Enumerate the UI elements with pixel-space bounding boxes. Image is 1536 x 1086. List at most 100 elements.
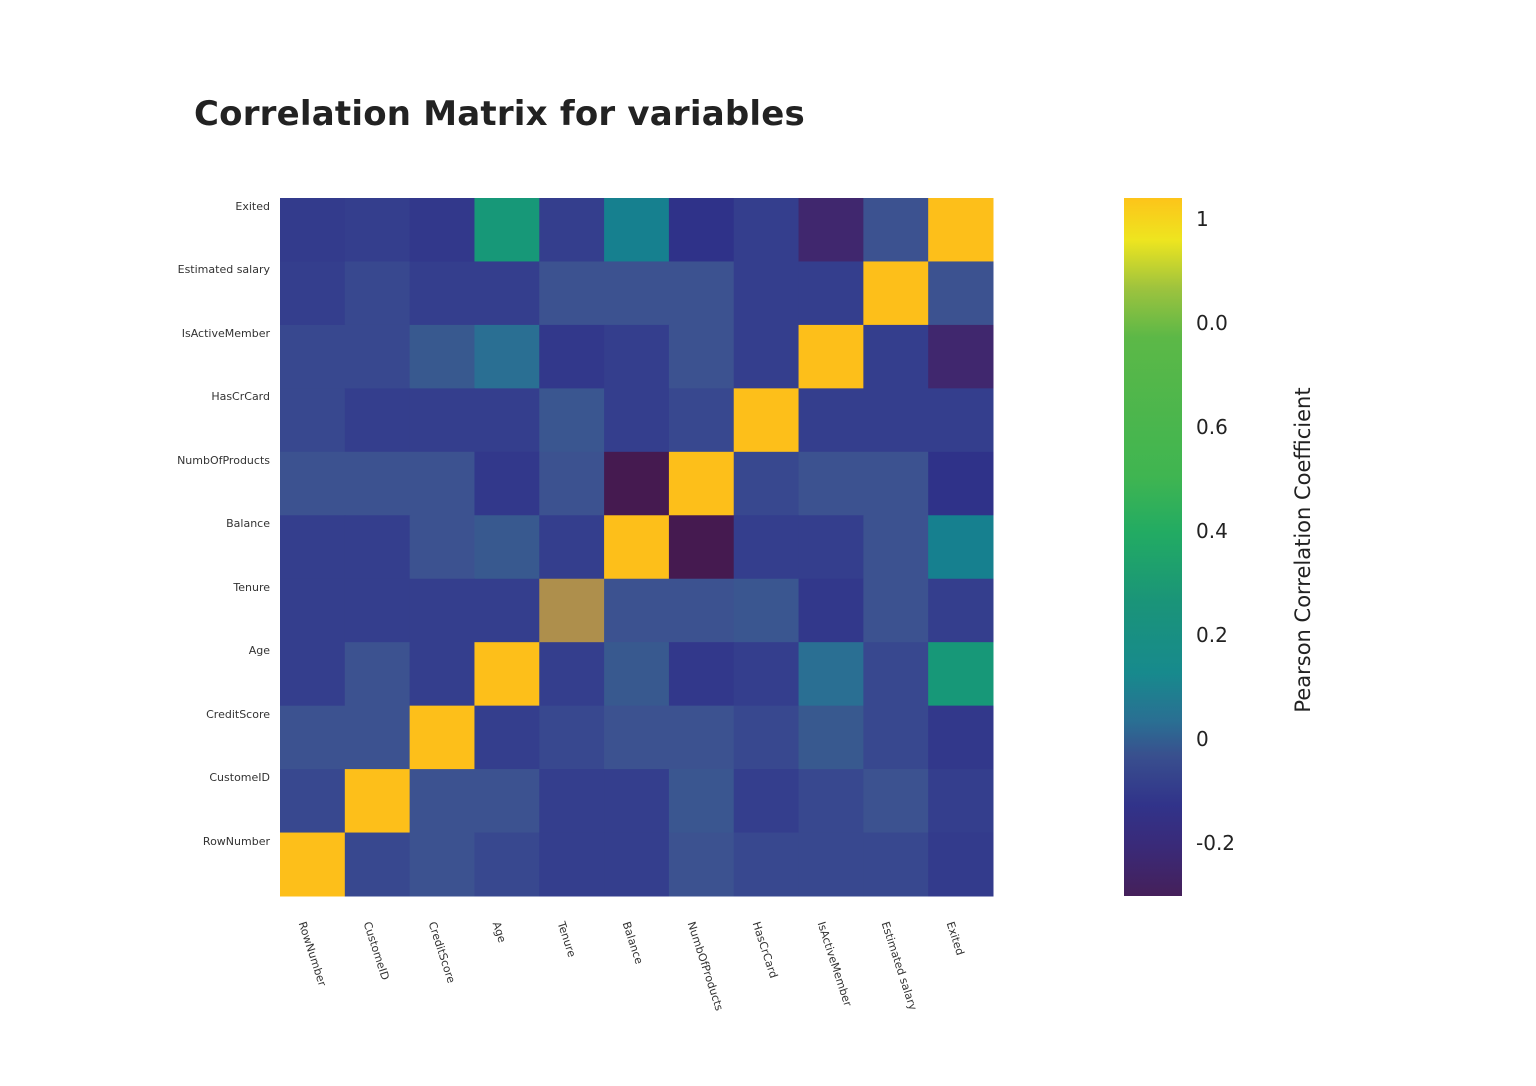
heatmap-cell [280, 642, 346, 707]
row-label: Exited [235, 200, 270, 213]
heatmap-cell [863, 198, 929, 262]
heatmap-cell [474, 324, 540, 389]
row-label: CreditScore [206, 707, 270, 721]
heatmap-cell [668, 261, 735, 326]
colorbar-tick-label: 0 [1196, 727, 1209, 751]
heatmap-cell [733, 642, 800, 707]
heatmap-cell [409, 705, 475, 770]
heatmap-cell [344, 261, 411, 326]
heatmap-cell [539, 515, 605, 580]
heatmap-cell [733, 578, 800, 643]
row-label: RowNumber [202, 834, 270, 848]
colorbar-tick-label: 1 [1196, 207, 1209, 231]
heatmap-cell [668, 832, 735, 897]
row-label: CustomeID [209, 771, 270, 785]
heatmap-cell [863, 705, 929, 770]
heatmap-cell [344, 198, 411, 262]
heatmap-cell [344, 642, 411, 707]
heatmap-cell [280, 388, 346, 453]
heatmap-cell [863, 769, 929, 834]
heatmap-cell [409, 642, 475, 707]
heatmap-cell [539, 642, 605, 707]
heatmap-cell [280, 832, 346, 897]
chart-title: Correlation Matrix for variables [194, 94, 805, 134]
colorbar [1124, 198, 1182, 896]
heatmap-cell [733, 324, 800, 389]
heatmap-cell [863, 388, 929, 453]
heatmap-cell [668, 705, 735, 770]
heatmap-cell [928, 705, 994, 770]
heatmap-cell [798, 261, 864, 326]
heatmap-cell [928, 578, 994, 643]
heatmap-cell [668, 388, 735, 453]
row-label: IsActiveMember [181, 326, 270, 340]
heatmap-cell [733, 388, 800, 453]
heatmap-cell [280, 324, 346, 389]
heatmap-cell [344, 832, 411, 897]
heatmap-cell [863, 324, 929, 389]
colorbar-tick-label: 0.4 [1196, 519, 1228, 543]
row-label: NumbOfProducts [177, 453, 270, 467]
heatmap-cell [604, 451, 670, 516]
heatmap-cell [668, 578, 735, 643]
heatmap-cell [604, 261, 670, 326]
heatmap-cell [344, 324, 411, 389]
heatmap-cell [604, 705, 670, 770]
heatmap-cell [604, 388, 670, 453]
heatmap-cell [604, 769, 670, 834]
heatmap-cell [344, 388, 411, 453]
heatmap-cell [344, 769, 411, 834]
heatmap-cell [668, 769, 735, 834]
heatmap-cell [474, 451, 540, 516]
heatmap-cell [928, 642, 994, 707]
heatmap-cell [409, 324, 475, 389]
heatmap-cell [798, 705, 864, 770]
heatmap-cell [604, 198, 670, 262]
heatmap-cell [539, 832, 605, 897]
heatmap-cell [928, 515, 994, 580]
heatmap-cell [409, 388, 475, 453]
heatmap-cell [604, 642, 670, 707]
heatmap-cell [798, 198, 864, 262]
heatmap-cell [928, 769, 994, 834]
heatmap-cell [409, 832, 475, 897]
heatmap-cell [668, 515, 735, 580]
heatmap-cell [539, 578, 605, 643]
heatmap-cell [668, 451, 735, 516]
colorbar-tick-label: -0.2 [1196, 831, 1236, 855]
heatmap-cell [733, 451, 800, 516]
heatmap-cell [280, 578, 346, 643]
row-label: Estimated salary [177, 263, 270, 277]
heatmap-cell [474, 642, 540, 707]
heatmap-cell [733, 198, 800, 262]
heatmap-cell [928, 261, 994, 326]
heatmap-cell [604, 324, 670, 389]
heatmap-cell [668, 198, 735, 262]
colorbar-tick-label: 0.2 [1196, 623, 1228, 647]
heatmap-cell [798, 515, 864, 580]
heatmap-cell [733, 515, 800, 580]
heatmap-cell [604, 578, 670, 643]
row-label: HasCrCard [211, 390, 270, 404]
heatmap-cell [280, 261, 346, 326]
heatmap-cell [798, 832, 864, 897]
row-label: Tenure [233, 580, 270, 594]
heatmap-cell [668, 324, 735, 389]
heatmap-cell [474, 578, 540, 643]
heatmap-cell [863, 515, 929, 580]
heatmap-cell [668, 642, 735, 707]
heatmap-cell [280, 705, 346, 770]
colorbar-tick-label: 0.0 [1196, 311, 1228, 335]
heatmap-cell [409, 578, 475, 643]
heatmap-cell [539, 388, 605, 453]
heatmap-cell [344, 578, 411, 643]
heatmap-cell [798, 451, 864, 516]
heatmap-cell [863, 451, 929, 516]
heatmap-cell [409, 198, 475, 262]
heatmap-cell [474, 769, 540, 834]
heatmap-cell [409, 451, 475, 516]
row-label: Balance [226, 517, 270, 531]
heatmap-cell [798, 578, 864, 643]
heatmap-cell [344, 705, 411, 770]
heatmap-cell [863, 578, 929, 643]
